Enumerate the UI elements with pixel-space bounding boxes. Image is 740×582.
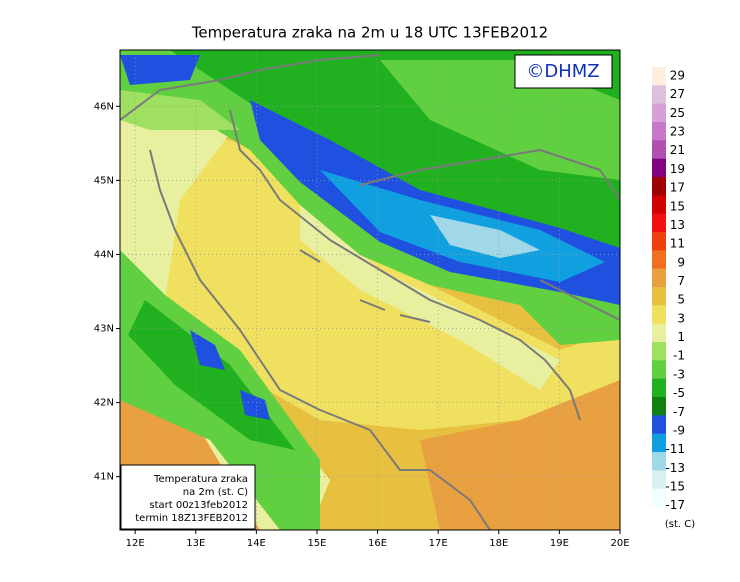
colorbar-label: -9 bbox=[673, 423, 685, 437]
info-line: termin 18Z13FEB2012 bbox=[135, 513, 248, 524]
x-tick-label: 14E bbox=[247, 538, 266, 549]
colorbar-swatch bbox=[652, 268, 666, 288]
colorbar-swatch bbox=[652, 250, 666, 269]
colorbar-swatch bbox=[652, 122, 666, 141]
logo: ©DHMZ bbox=[526, 61, 599, 82]
colorbar-swatch bbox=[652, 433, 666, 453]
colorbar-label: 3 bbox=[677, 311, 685, 325]
colorbar-swatch bbox=[652, 342, 666, 361]
colorbar-label: -7 bbox=[673, 405, 685, 419]
colorbar-swatch bbox=[652, 67, 666, 86]
y-tick-label: 45N bbox=[94, 175, 114, 186]
x-tick-label: 17E bbox=[429, 538, 448, 549]
x-tick-label: 16E bbox=[368, 538, 387, 549]
colorbar-label: 29 bbox=[670, 69, 685, 83]
colorbar-label: 5 bbox=[677, 293, 685, 307]
colorbar-swatch bbox=[652, 415, 666, 434]
x-tick-label: 18E bbox=[489, 538, 508, 549]
colorbar-swatch bbox=[652, 195, 666, 214]
colorbar-label: 27 bbox=[670, 87, 685, 101]
colorbar-swatch bbox=[652, 397, 666, 416]
colorbar-swatch bbox=[652, 452, 666, 471]
info-line: Temperatura zraka bbox=[153, 474, 248, 485]
x-tick-label: 15E bbox=[307, 538, 326, 549]
colorbar-swatch bbox=[652, 287, 666, 306]
colorbar-label: -11 bbox=[665, 442, 685, 456]
colorbar-label: 1 bbox=[677, 330, 685, 344]
info-line: start 00z13feb2012 bbox=[149, 500, 248, 511]
colorbar-swatch bbox=[652, 140, 666, 159]
map-title: Temperatura zraka na 2m u 18 UTC 13FEB20… bbox=[191, 24, 548, 42]
colorbar-swatch bbox=[652, 213, 666, 233]
colorbar-swatch bbox=[652, 177, 666, 196]
info-box bbox=[120, 464, 256, 530]
colorbar-swatch bbox=[652, 85, 666, 104]
colorbar-swatch bbox=[652, 158, 666, 178]
x-tick-label: 13E bbox=[186, 538, 205, 549]
temperature-field bbox=[120, 50, 620, 530]
y-tick-label: 41N bbox=[94, 472, 114, 483]
colorbar-swatch bbox=[652, 378, 666, 398]
colorbar-label: 17 bbox=[670, 181, 685, 195]
colorbar-label: -13 bbox=[665, 461, 685, 475]
colorbar-label: -17 bbox=[665, 498, 685, 512]
colorbar-label: -5 bbox=[673, 386, 685, 400]
coastlines bbox=[120, 54, 620, 530]
colorbar-label: 25 bbox=[670, 106, 685, 120]
colorbar: 29 27 25 23 21 19 17 15 13 11 9 7 5 3 1 -1 -3 -5 -7 -9 -11 -1… bbox=[652, 67, 685, 512]
y-tick-label: 44N bbox=[94, 249, 114, 260]
colorbar-swatch bbox=[652, 488, 666, 508]
y-tick-label: 46N bbox=[94, 101, 114, 112]
colorbar-unit: (st. C) bbox=[665, 519, 695, 530]
x-tick-label: 20E bbox=[610, 538, 629, 549]
colorbar-label: 19 bbox=[670, 162, 685, 176]
logo-box bbox=[514, 54, 613, 89]
colorbar-swatch bbox=[652, 360, 666, 379]
colorbar-label: 7 bbox=[677, 274, 685, 288]
colorbar-label: -3 bbox=[673, 367, 685, 381]
y-tick-label: 42N bbox=[94, 398, 114, 409]
colorbar-label: 23 bbox=[670, 125, 685, 139]
colorbar-swatch bbox=[652, 232, 666, 251]
info-line: na 2m (st. C) bbox=[183, 487, 248, 498]
x-tick-label: 12E bbox=[126, 538, 145, 549]
colorbar-swatch bbox=[652, 470, 666, 489]
colorbar-label: -1 bbox=[673, 349, 685, 363]
x-tick-label: 19E bbox=[550, 538, 569, 549]
colorbar-label: -15 bbox=[665, 479, 685, 493]
colorbar-swatch bbox=[652, 305, 666, 324]
colorbar-label: 21 bbox=[670, 143, 685, 157]
info-text: Temperatura zraka na 2m (st. C) start 00z1… bbox=[135, 474, 248, 524]
colorbar-label: 15 bbox=[670, 199, 685, 213]
colorbar-label: 13 bbox=[670, 218, 685, 232]
colorbar-label: 9 bbox=[677, 255, 685, 269]
colorbar-label: 11 bbox=[670, 237, 685, 251]
y-tick-label: 43N bbox=[94, 324, 114, 335]
map-frame bbox=[119, 49, 621, 531]
colorbar-swatch bbox=[652, 103, 666, 123]
colorbar-swatch bbox=[652, 323, 666, 343]
